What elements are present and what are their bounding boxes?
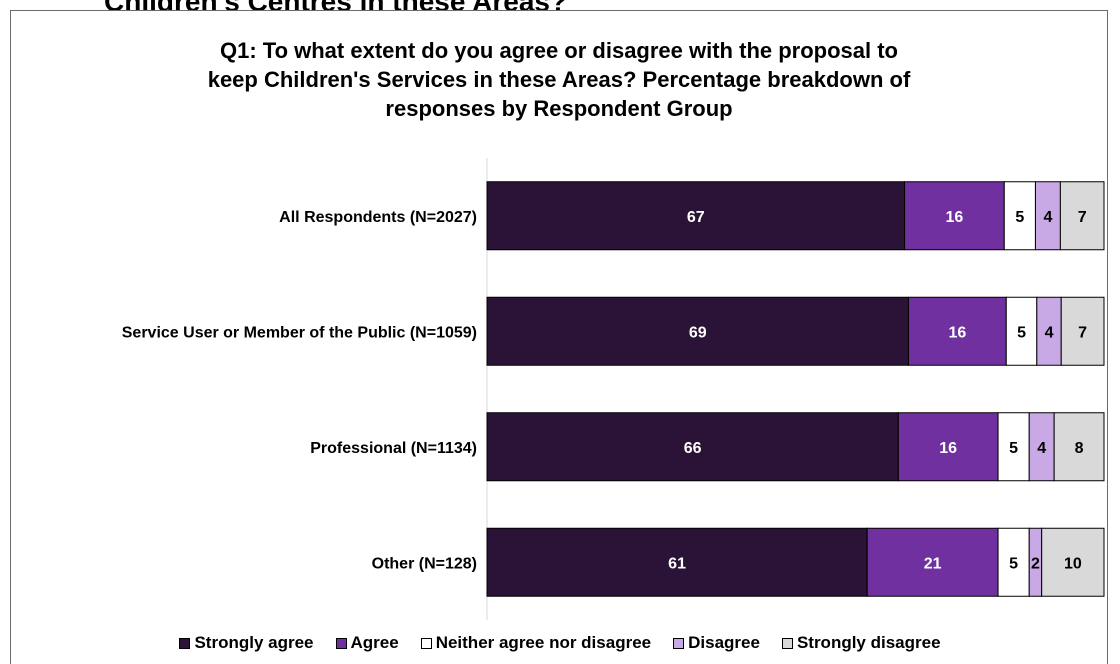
data-label: 5 [1015, 209, 1024, 226]
chart-title: Q1: To what extent do you agree or disag… [10, 36, 1108, 123]
data-label: 5 [1009, 555, 1018, 572]
bar-segment [908, 296, 1007, 366]
data-label: 4 [1037, 440, 1046, 457]
bar-segment [486, 181, 906, 251]
category-label: Other (N=128) [372, 555, 477, 572]
legend-item: Strongly agree [179, 633, 314, 653]
legend-item: Agree [335, 633, 399, 653]
data-label: 67 [687, 209, 705, 226]
bar-segment [1034, 181, 1061, 251]
bar-segment [904, 181, 1005, 251]
legend-label: Strongly agree [194, 633, 314, 652]
data-label: 66 [684, 440, 702, 457]
bar-segment [1053, 412, 1105, 482]
bar-segment [866, 527, 999, 597]
category-label: All Respondents (N=2027) [279, 209, 477, 226]
data-label: 16 [948, 324, 966, 341]
chart-title-line-3: responses by Respondent Group [385, 96, 733, 121]
legend-label: Strongly disagree [796, 633, 941, 652]
legend-item: Disagree [673, 633, 760, 653]
data-label: 5 [1009, 440, 1018, 457]
data-label: 7 [1078, 209, 1087, 226]
data-label: 16 [939, 440, 957, 457]
chart-legend: Strongly agree Agree Neither agree nor dis… [0, 630, 1120, 656]
bar-segment [897, 412, 999, 482]
category-label: Service User or Member of the Public (N=… [122, 324, 477, 341]
bar-segment [1036, 296, 1062, 366]
legend-label: Agree [350, 633, 399, 652]
data-label: 8 [1075, 440, 1084, 457]
data-label: 4 [1045, 324, 1054, 341]
data-label: 16 [946, 209, 964, 226]
bar-segment [1060, 296, 1105, 366]
legend-swatch [179, 637, 191, 649]
legend-swatch [673, 637, 685, 649]
data-label: 2 [1031, 555, 1040, 572]
bar-segment [486, 527, 868, 597]
bar-segment [486, 296, 910, 366]
data-label: 10 [1064, 555, 1082, 572]
bar-segment [486, 412, 899, 482]
legend-swatch [420, 637, 432, 649]
data-label: 7 [1078, 324, 1087, 341]
legend-swatch [781, 637, 793, 649]
legend-label: Neither agree nor disagree [435, 633, 652, 652]
chart-title-line-1: Q1: To what extent do you agree or disag… [219, 38, 898, 63]
data-label: 4 [1043, 209, 1052, 226]
legend-item: Neither agree nor disagree [420, 633, 652, 653]
category-label: Professional (N=1134) [310, 440, 477, 457]
bar-segment [1028, 412, 1055, 482]
chart-title-line-2: keep Children's Services in these Areas?… [207, 67, 911, 92]
legend-label: Disagree [688, 633, 760, 652]
bar-segment [1041, 527, 1105, 597]
legend-item: Strongly disagree [781, 633, 941, 653]
data-label: 61 [668, 555, 686, 572]
bar-segment [1059, 181, 1105, 251]
bar-segment [997, 527, 1030, 597]
bar-segment [1003, 181, 1036, 251]
legend-swatch [335, 637, 347, 649]
data-label: 69 [689, 324, 707, 341]
data-label: 21 [924, 555, 942, 572]
data-label: 5 [1017, 324, 1026, 341]
